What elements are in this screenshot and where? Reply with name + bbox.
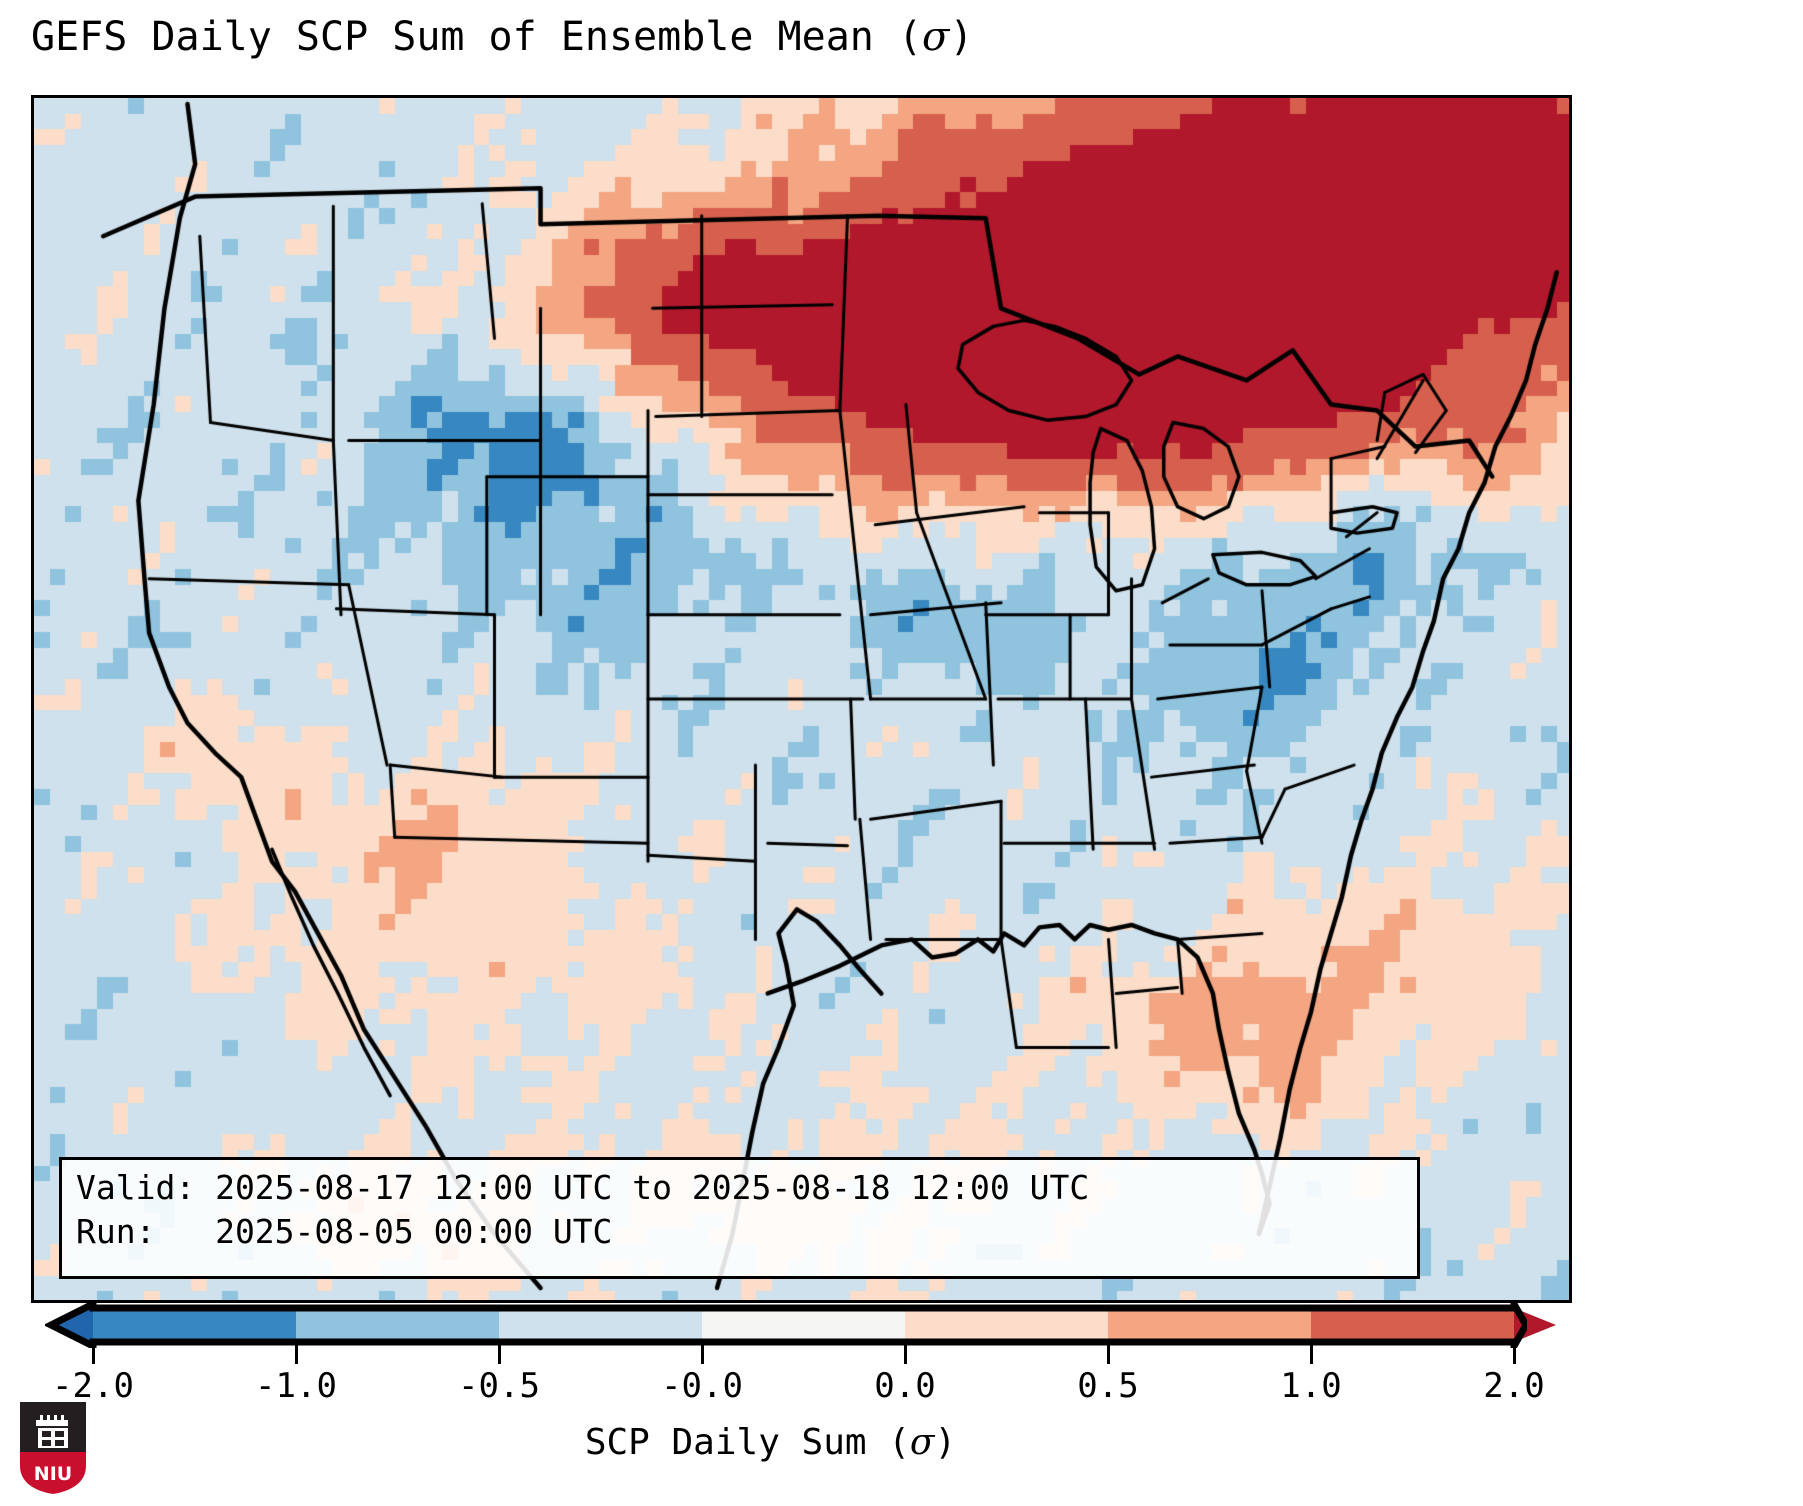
colorbar-tick-label-5: 0.5 [1077, 1366, 1139, 1406]
page-title-prefix: GEFS Daily SCP Sum of Ensemble Mean ( [31, 14, 923, 60]
colorbar-gradient-track[interactable] [93, 1308, 1514, 1342]
colorbar-axis-label: SCP Daily Sum (σ) [0, 1422, 1541, 1463]
colorbar-tick-label-7: 2.0 [1483, 1366, 1545, 1406]
cb-label-prefix: SCP Daily Sum ( [584, 1422, 910, 1463]
valid-time-line: Valid: 2025-08-17 12:00 UTC to 2025-08-1… [76, 1168, 1090, 1207]
colorbar-tick-label-2: -0.5 [458, 1366, 540, 1406]
colorbar-tick-label-0: -2.0 [52, 1366, 134, 1406]
colorbar-tick-7 [1512, 1342, 1516, 1364]
colorbar-segment-5 [1108, 1308, 1311, 1342]
niu-logo-text: NIU [34, 1463, 72, 1485]
colorbar-segment-6 [1311, 1308, 1514, 1342]
map-panel[interactable] [31, 95, 1572, 1303]
colorbar-segment-4 [905, 1308, 1108, 1342]
colorbar-tick-label-4: 0.0 [874, 1366, 936, 1406]
colorbar-tick-6 [1309, 1342, 1313, 1364]
map-borders-overlay [34, 98, 1569, 1300]
sigma-symbol: σ [922, 14, 950, 60]
colorbar-tick-3 [700, 1342, 704, 1364]
colorbar-tick-5 [1106, 1342, 1110, 1364]
colorbar-segment-0 [93, 1308, 296, 1342]
colorbar-tick-4 [903, 1342, 907, 1364]
colorbar[interactable]: -2.0 -1.0 -0.5 -0.0 0.0 0.5 1.0 2.0 SCP Daily S… [0, 1300, 1803, 1506]
colorbar-tick-2 [497, 1342, 501, 1364]
colorbar-tick-label-3: -0.0 [661, 1366, 743, 1406]
colorbar-tick-label-6: 1.0 [1280, 1366, 1342, 1406]
cb-sigma-symbol: σ [909, 1422, 935, 1463]
forecast-info-box: Valid: 2025-08-17 12:00 UTC to 2025-08-1… [59, 1157, 1420, 1279]
page-title: GEFS Daily SCP Sum of Ensemble Mean (σ) [31, 14, 1531, 60]
niu-logo: NIU [20, 1402, 86, 1494]
colorbar-segment-2 [499, 1308, 702, 1342]
colorbar-segment-3 [702, 1308, 905, 1342]
run-time-line: Run: 2025-08-05 00:00 UTC [76, 1211, 613, 1251]
page-title-suffix: ) [949, 14, 974, 60]
colorbar-extend-min-arrow [51, 1308, 93, 1342]
colorbar-tick-0 [91, 1342, 95, 1364]
colorbar-segment-1 [296, 1308, 499, 1342]
colorbar-tick-1 [294, 1342, 298, 1364]
colorbar-tick-label-1: -1.0 [255, 1366, 337, 1406]
colorbar-extend-max-arrow [1514, 1308, 1556, 1342]
cb-label-suffix: ) [934, 1422, 957, 1463]
